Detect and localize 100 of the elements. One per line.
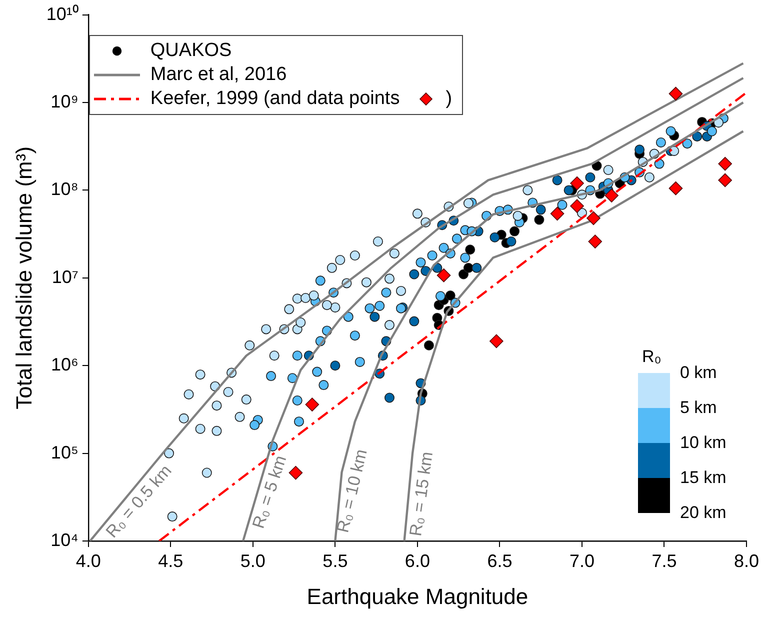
- point: [668, 86, 683, 101]
- point: [330, 360, 340, 371]
- point: [668, 181, 683, 196]
- point: [603, 164, 614, 175]
- point: [564, 185, 574, 196]
- x-tick-label: 5.5: [322, 550, 348, 571]
- x-tick-label: 4.0: [76, 550, 101, 571]
- point: [287, 373, 298, 384]
- point: [195, 424, 206, 434]
- legend-label: ): [446, 86, 452, 111]
- y-tick-label: 10¹⁰: [46, 4, 78, 24]
- point: [372, 236, 383, 247]
- annotation: R₀ = 10 km: [333, 447, 371, 534]
- point: [522, 185, 533, 196]
- point: [552, 175, 562, 186]
- point: [570, 199, 584, 213]
- point: [586, 211, 600, 226]
- point: [312, 366, 322, 377]
- point: [536, 204, 546, 215]
- point: [261, 324, 272, 334]
- point: [718, 173, 732, 188]
- point: [445, 290, 456, 300]
- point: [212, 400, 222, 411]
- point: [384, 274, 394, 284]
- point: [326, 262, 337, 273]
- point: [412, 208, 422, 219]
- point: [585, 172, 596, 182]
- point: [490, 334, 504, 348]
- point: [223, 387, 234, 397]
- point: [294, 416, 304, 427]
- point: [364, 303, 375, 314]
- point: [335, 255, 346, 265]
- y-tick-label: 10⁹: [50, 91, 78, 112]
- y-axis-title: Total landslide volume (m³): [11, 146, 36, 410]
- point: [644, 172, 654, 182]
- point: [424, 340, 434, 350]
- point: [463, 262, 474, 273]
- point: [506, 236, 516, 247]
- point: [534, 214, 544, 225]
- point: [350, 330, 360, 341]
- y-tick-label: 10⁶: [50, 354, 78, 375]
- point: [452, 234, 462, 244]
- y-tick-label: 10⁷: [52, 266, 78, 287]
- annotation: R₀: [642, 347, 662, 367]
- point: [318, 380, 329, 390]
- point: [370, 312, 380, 322]
- point: [409, 269, 420, 280]
- x-tick-label: 6.0: [404, 550, 430, 571]
- point: [322, 300, 332, 310]
- x-tick-label: 5.0: [240, 550, 266, 571]
- point: [438, 242, 449, 253]
- point: [512, 210, 523, 221]
- point: [460, 252, 470, 263]
- point: [212, 426, 222, 436]
- point: [292, 350, 302, 361]
- point: [308, 290, 319, 300]
- legend-label: Marc et al, 2016: [150, 62, 287, 87]
- point: [436, 268, 451, 282]
- point: [718, 156, 732, 171]
- annotation: 10 km: [680, 433, 726, 453]
- annotation: 5 km: [680, 398, 717, 418]
- x-tick-label: 7.5: [652, 550, 677, 571]
- point: [588, 234, 602, 248]
- point: [350, 250, 360, 261]
- point: [666, 126, 676, 136]
- annotation: R₀ = 5 km: [248, 453, 290, 531]
- point: [435, 291, 446, 302]
- x-tick-label: 8.0: [734, 550, 760, 571]
- point: [396, 286, 406, 296]
- legend-label: QUAKOS: [150, 38, 232, 63]
- annotation: R₀ = 15 km: [406, 450, 437, 538]
- x-tick-label: 7.0: [569, 550, 594, 571]
- y-tick-label: 10⁸: [50, 179, 78, 200]
- point: [634, 144, 645, 155]
- point: [284, 304, 294, 314]
- annotation: R₀ = 0.5 km: [102, 461, 176, 542]
- point: [427, 250, 438, 261]
- point: [463, 198, 474, 208]
- x-tick-label: 6.5: [487, 550, 512, 571]
- point: [315, 276, 326, 286]
- point: [178, 413, 189, 424]
- annotation: 15 km: [680, 468, 726, 488]
- point: [416, 257, 426, 268]
- point: [409, 316, 420, 326]
- point: [384, 392, 394, 403]
- point: [288, 466, 303, 480]
- point: [292, 396, 302, 406]
- point: [656, 137, 666, 148]
- point: [692, 131, 702, 142]
- point: [269, 350, 280, 361]
- point: [164, 448, 174, 458]
- point: [202, 468, 212, 478]
- point: [472, 262, 482, 273]
- y-tick-label: 10⁵: [50, 442, 78, 462]
- point: [389, 248, 400, 258]
- legend-label: Keefer, 1999 (and data points: [150, 86, 400, 111]
- point: [354, 356, 365, 367]
- annotation: 20 km: [680, 503, 726, 523]
- point: [550, 206, 564, 221]
- point: [570, 176, 584, 190]
